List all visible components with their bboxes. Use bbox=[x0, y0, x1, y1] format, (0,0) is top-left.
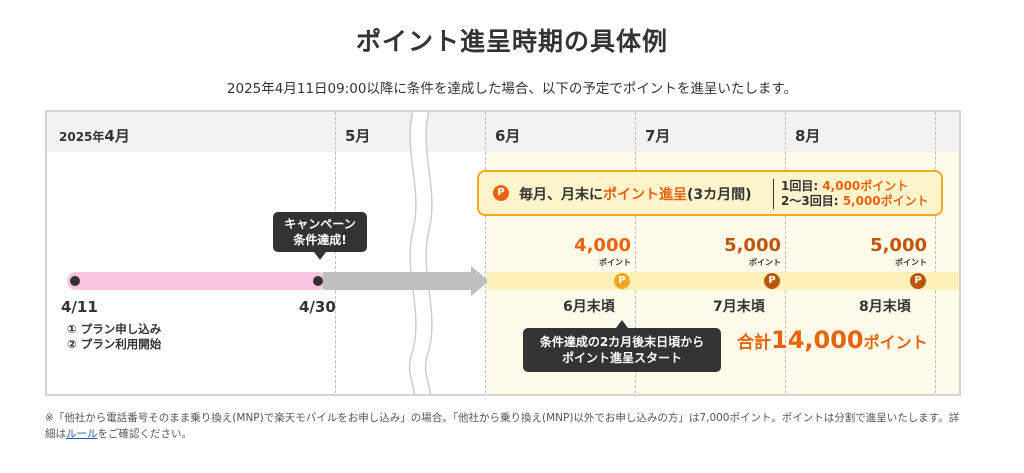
page-subtitle: 2025年4月11日09:00以降に条件を達成した場合、以下の予定でポイントを進… bbox=[226, 81, 798, 97]
total-points: 合計14,000ポイント bbox=[737, 326, 928, 354]
point-icon: P bbox=[614, 273, 630, 289]
campaign-achieved-bubble: キャンペーン 条件達成! bbox=[273, 212, 367, 260]
point-icon: P bbox=[764, 273, 780, 289]
point-icon: P bbox=[493, 185, 509, 201]
month-may: 5月 bbox=[345, 127, 371, 145]
waiting-period-bar bbox=[323, 272, 473, 290]
divider-september bbox=[935, 112, 936, 394]
end-dot bbox=[313, 276, 323, 286]
point-icon: P bbox=[910, 273, 926, 289]
monthly-point-box: P 毎月、月末にポイント進呈(3カ月間) 1回目: 4,000ポイント 2〜3回… bbox=[477, 170, 943, 216]
start-date-label: 4/11 bbox=[61, 298, 98, 316]
payout-june-amount: 4,000 bbox=[574, 235, 631, 256]
page-title: ポイント進呈時期の具体例 bbox=[355, 27, 668, 56]
point-period-bar bbox=[487, 272, 959, 290]
monthly-point-detail: 1回目: 4,000ポイント 2〜3回目: 5,000ポイント bbox=[781, 179, 929, 208]
start-dot bbox=[70, 276, 80, 286]
rule-link[interactable]: ルール bbox=[66, 428, 98, 440]
payout-july-amount: 5,000 bbox=[724, 235, 781, 256]
payout-august-amount: 5,000 bbox=[870, 235, 927, 256]
end-date-label: 4/30 bbox=[299, 298, 336, 316]
step-apply: ① プラン申し込み bbox=[67, 322, 162, 336]
timeline-frame: 2025年4月 5月 6月 7月 8月 4/11 4/30 ① プラン申し込み … bbox=[45, 110, 961, 396]
divider-july bbox=[635, 112, 636, 394]
monthly-point-text: 毎月、月末にポイント進呈(3カ月間) bbox=[519, 187, 752, 203]
footnote: ※「他社から電話番号そのまま乗り換え(MNP)で楽天モバイルをお申し込み」の場合… bbox=[45, 412, 960, 440]
waiting-period-arrowhead bbox=[471, 266, 489, 296]
campaign-period-bar bbox=[67, 272, 327, 290]
monthly-separator bbox=[773, 179, 774, 209]
month-april: 2025年4月 bbox=[59, 127, 130, 145]
steps-list: ① プラン申し込み ② プラン利用開始 bbox=[67, 322, 161, 352]
month-header-band bbox=[47, 112, 959, 152]
point-start-bubble: 条件達成の2カ月後末日頃から ポイント進呈スタート bbox=[523, 320, 721, 372]
payout-june-date: 6月末頃 bbox=[563, 299, 615, 315]
step-start-use: ② プラン利用開始 bbox=[67, 337, 162, 351]
month-june: 6月 bbox=[495, 127, 521, 145]
divider-june bbox=[485, 112, 486, 394]
divider-may bbox=[335, 112, 336, 394]
divider-august bbox=[785, 112, 786, 394]
payout-june-unit: ポイント bbox=[599, 258, 631, 267]
payout-july-unit: ポイント bbox=[749, 258, 781, 267]
month-august: 8月 bbox=[795, 127, 821, 145]
time-skip-wave bbox=[408, 112, 433, 394]
payout-august-unit: ポイント bbox=[895, 258, 927, 267]
payout-august-date: 8月末頃 bbox=[859, 299, 911, 315]
month-july: 7月 bbox=[645, 127, 671, 145]
payout-july-date: 7月末頃 bbox=[713, 299, 765, 315]
